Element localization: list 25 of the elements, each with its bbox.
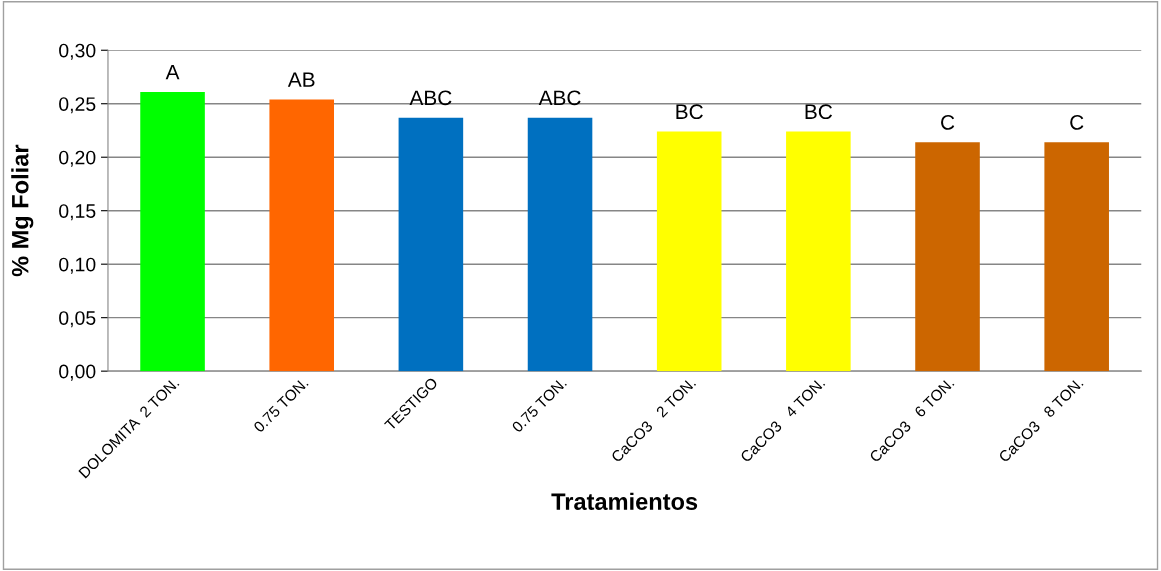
bar (527, 117, 593, 372)
data-label: ABC (409, 90, 452, 106)
y-tick-label: 0,10 (59, 257, 96, 274)
y-tick-label: 0,00 (59, 364, 96, 381)
data-label: BC (805, 104, 833, 120)
data-label: C (1070, 115, 1084, 130)
y-tick-label: 0,25 (59, 97, 96, 114)
data-label: AB (287, 72, 315, 87)
y-axis-title: % Mg Foliar (11, 144, 34, 277)
bar (915, 142, 980, 372)
x-axis-title: Tratamientos (551, 492, 698, 510)
bar (398, 117, 464, 372)
y-tick-label: 0,30 (59, 43, 96, 60)
bar (786, 131, 851, 372)
y-tick-label: 0,05 (59, 311, 96, 328)
bar (1044, 142, 1109, 372)
data-label: A (165, 64, 180, 80)
data-label: C (941, 115, 955, 130)
y-tick-label: 0,15 (59, 204, 96, 221)
bar (269, 99, 335, 372)
bar (140, 91, 205, 372)
y-tick-label: 0,20 (59, 150, 96, 167)
data-label: BC (676, 104, 703, 120)
data-label: ABC (538, 90, 581, 106)
bar (656, 131, 722, 372)
